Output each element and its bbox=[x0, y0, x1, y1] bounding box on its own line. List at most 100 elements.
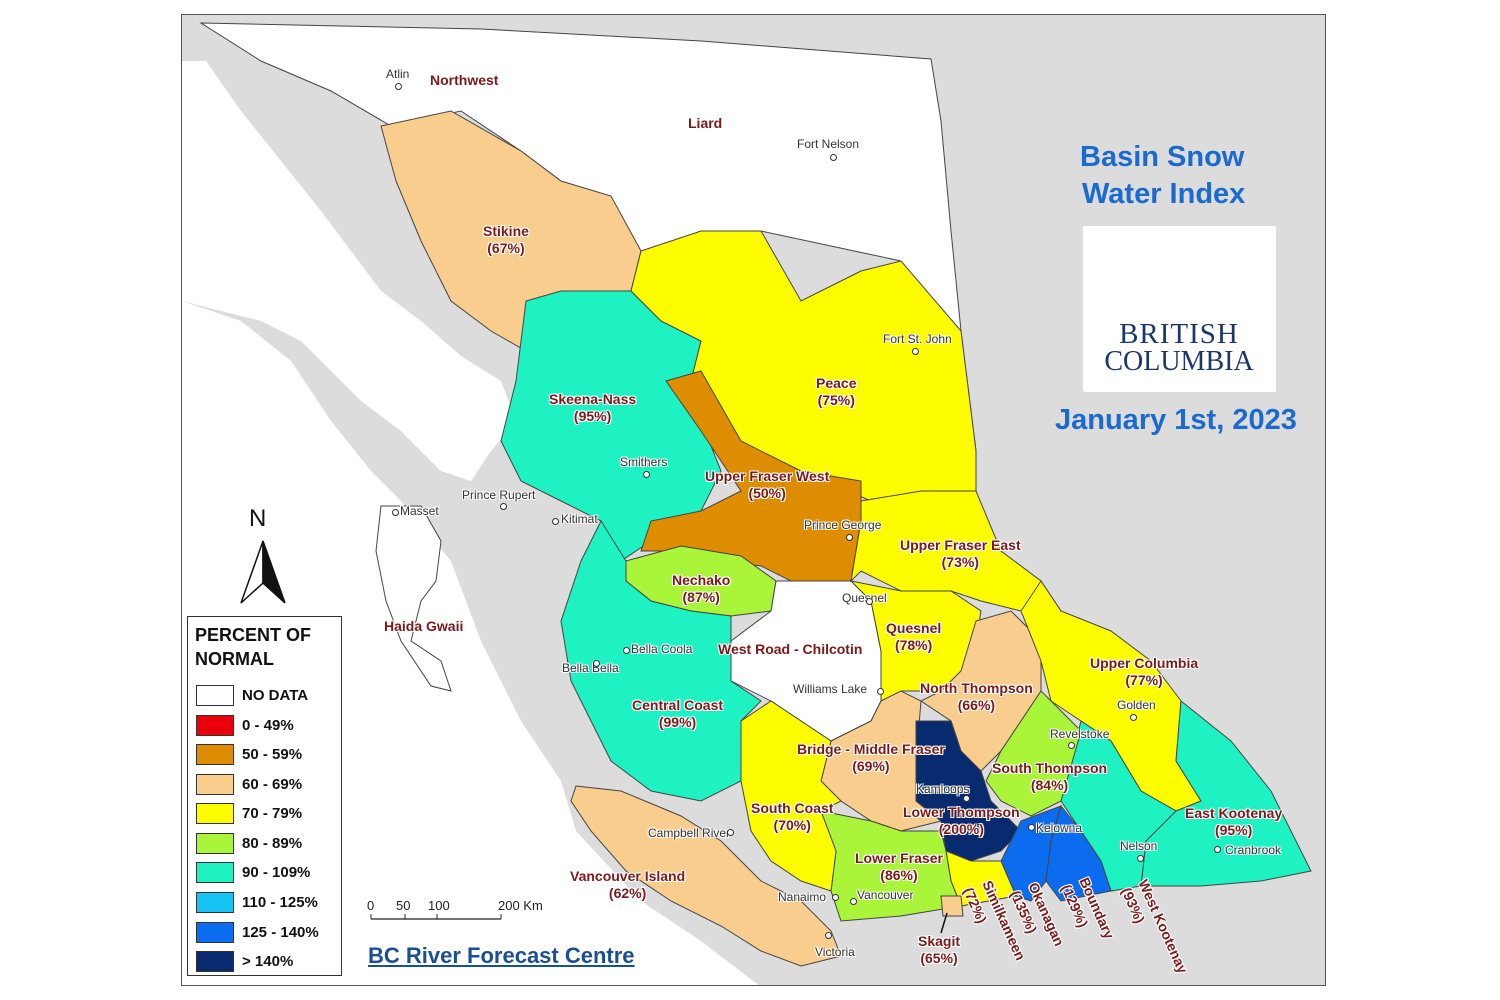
legend-title-line2: NORMAL bbox=[195, 649, 274, 669]
basin-name: Skeena-Nass bbox=[549, 391, 637, 407]
basin-label-nechako: Nechako (87%) bbox=[672, 572, 730, 606]
city-marker-victoria bbox=[825, 932, 832, 939]
basin-label-upper-columbia: Upper Columbia (77%) bbox=[1090, 655, 1198, 689]
city-label-nelson: Nelson bbox=[1120, 839, 1158, 853]
city-marker-fort-nelson bbox=[830, 154, 837, 161]
map-title-line1: Basin Snow bbox=[1080, 141, 1245, 173]
basin-label-stikine: Stikine (67%) bbox=[483, 223, 529, 257]
basin-west-kootenay bbox=[1060, 720, 1177, 892]
basin-name: West Road - Chilcotin bbox=[718, 641, 863, 657]
basin-name: North Thompson bbox=[920, 680, 1033, 696]
alaska-panhandle-coast bbox=[182, 61, 516, 481]
legend-swatch bbox=[196, 922, 234, 943]
city-label-atlin: Atlin bbox=[386, 67, 410, 81]
basin-pct: (75%) bbox=[817, 392, 855, 408]
map-date: January 1st, 2023 bbox=[1055, 404, 1297, 436]
legend-swatch bbox=[196, 715, 234, 736]
basin-upper-fraser-east bbox=[850, 490, 1062, 612]
basin-name: Central Coast bbox=[632, 697, 724, 713]
basin-pct: (50%) bbox=[748, 485, 786, 501]
city-marker-golden bbox=[1130, 714, 1137, 721]
basin-pct: (95%) bbox=[1214, 822, 1253, 838]
basin-pct: (77%) bbox=[1125, 672, 1163, 688]
logo-text-line1: BRITISH bbox=[1119, 318, 1239, 350]
basin-east-kootenay bbox=[1140, 700, 1312, 887]
city-label-bella-bella: Bella Bella bbox=[562, 661, 619, 675]
city-label-quesnel: Quesnel bbox=[842, 591, 887, 605]
basin-south-coast bbox=[740, 700, 842, 892]
legend-swatch bbox=[196, 803, 234, 824]
legend-label: NO DATA bbox=[242, 687, 309, 704]
city-marker-nanaimo bbox=[832, 894, 839, 901]
city-label-kamloops: Kamloops bbox=[916, 782, 970, 796]
city-marker-smithers bbox=[643, 471, 650, 478]
basin-pct: (67%) bbox=[487, 240, 525, 256]
city-marker-campbell-river bbox=[727, 829, 734, 836]
basin-name: Quesnel bbox=[886, 620, 942, 636]
basin-label-south-thompson: South Thompson (84%) bbox=[992, 760, 1107, 794]
basin-pct: (84%) bbox=[1030, 777, 1069, 793]
region-label-haida-gwaii: Haida Gwaii bbox=[384, 618, 464, 634]
city-marker-cranbrook bbox=[1214, 846, 1221, 853]
basin-label-west-road-chilcotin: West Road - Chilcotin bbox=[718, 641, 862, 658]
basin-name: Vancouver Island bbox=[570, 868, 686, 884]
bc-logo: BRITISH COLUMBIA bbox=[1083, 226, 1275, 391]
basin-name: Upper Fraser West bbox=[705, 468, 830, 484]
legend-swatch bbox=[196, 744, 234, 765]
city-marker-quesnel bbox=[866, 598, 873, 605]
city-label-fort-nelson: Fort Nelson bbox=[797, 137, 860, 151]
legend-title-line1: PERCENT OF bbox=[195, 625, 312, 645]
city-marker-prince-rupert bbox=[500, 503, 507, 510]
haida-gwaii-islands bbox=[375, 505, 452, 692]
legend-swatch bbox=[196, 892, 234, 913]
city-label-golden: Golden bbox=[1117, 698, 1156, 712]
city-marker-masset bbox=[392, 509, 399, 516]
basin-name: Stikine bbox=[483, 223, 529, 239]
city-label-cranbrook: Cranbrook bbox=[1225, 843, 1282, 857]
basin-pct: (95%) bbox=[573, 408, 612, 424]
basin-south-thompson bbox=[985, 690, 1082, 817]
city-label-kitimat: Kitimat bbox=[561, 512, 598, 526]
basin-label-bridge-middle-fraser: Bridge - Middle Fraser (69%) bbox=[797, 741, 945, 775]
basin-name: South Coast bbox=[751, 800, 834, 816]
legend-label: 60 - 69% bbox=[242, 776, 303, 793]
basin-label-central-coast: Central Coast (99%) bbox=[632, 697, 723, 731]
basin-name: Bridge - Middle Fraser bbox=[797, 741, 945, 757]
city-label-kelowna: Kelowna bbox=[1036, 821, 1083, 835]
basin-label-lower-thompson: Lower Thompson (200%) bbox=[903, 804, 1020, 838]
city-label-williams-lake: Williams Lake bbox=[793, 682, 868, 696]
basin-name: South Thompson bbox=[992, 760, 1108, 776]
basin-pct: (86%) bbox=[880, 867, 918, 883]
basin-name: Upper Columbia bbox=[1090, 655, 1199, 671]
credit-link[interactable]: BC River Forecast Centre bbox=[368, 943, 635, 968]
city-label-masset: Masset bbox=[400, 504, 439, 518]
scale-tick-label: 0 bbox=[367, 898, 375, 913]
basin-boundary bbox=[1045, 804, 1112, 902]
basin-pct: (78%) bbox=[894, 637, 933, 653]
city-label-prince-rupert: Prince Rupert bbox=[462, 488, 536, 502]
basin-map bbox=[182, 15, 1325, 985]
scale-tick-label: 100 bbox=[428, 898, 450, 913]
legend-label: 50 - 59% bbox=[242, 746, 303, 763]
basin-pct: (99%) bbox=[658, 714, 697, 730]
city-marker-kamloops bbox=[963, 795, 970, 802]
city-marker-bella-coola bbox=[623, 647, 630, 654]
city-label-nanaimo: Nanaimo bbox=[778, 890, 827, 904]
city-label-victoria: Victoria bbox=[815, 945, 855, 959]
basin-name: Lower Fraser bbox=[855, 850, 943, 866]
basin-label-peace: Peace (75%) bbox=[816, 375, 856, 409]
region-label-northwest: Northwest bbox=[430, 72, 499, 88]
legend-label: 110 - 125% bbox=[242, 894, 318, 911]
city-marker-williams-lake bbox=[877, 688, 884, 695]
scale-tick-label: 200 Km bbox=[498, 898, 543, 913]
city-marker-revelstoke bbox=[1068, 742, 1075, 749]
basin-label-south-coast: South Coast (70%) bbox=[751, 800, 833, 834]
legend-swatch bbox=[196, 951, 234, 972]
basin-label-lower-fraser: Lower Fraser (86%) bbox=[855, 850, 943, 884]
city-marker-vancouver bbox=[850, 898, 857, 905]
basin-central-coast bbox=[560, 519, 762, 802]
legend-label: > 140% bbox=[242, 953, 294, 970]
legend-swatch bbox=[196, 774, 234, 795]
basin-pct: (66%) bbox=[957, 697, 996, 713]
legend-swatch bbox=[196, 833, 234, 854]
